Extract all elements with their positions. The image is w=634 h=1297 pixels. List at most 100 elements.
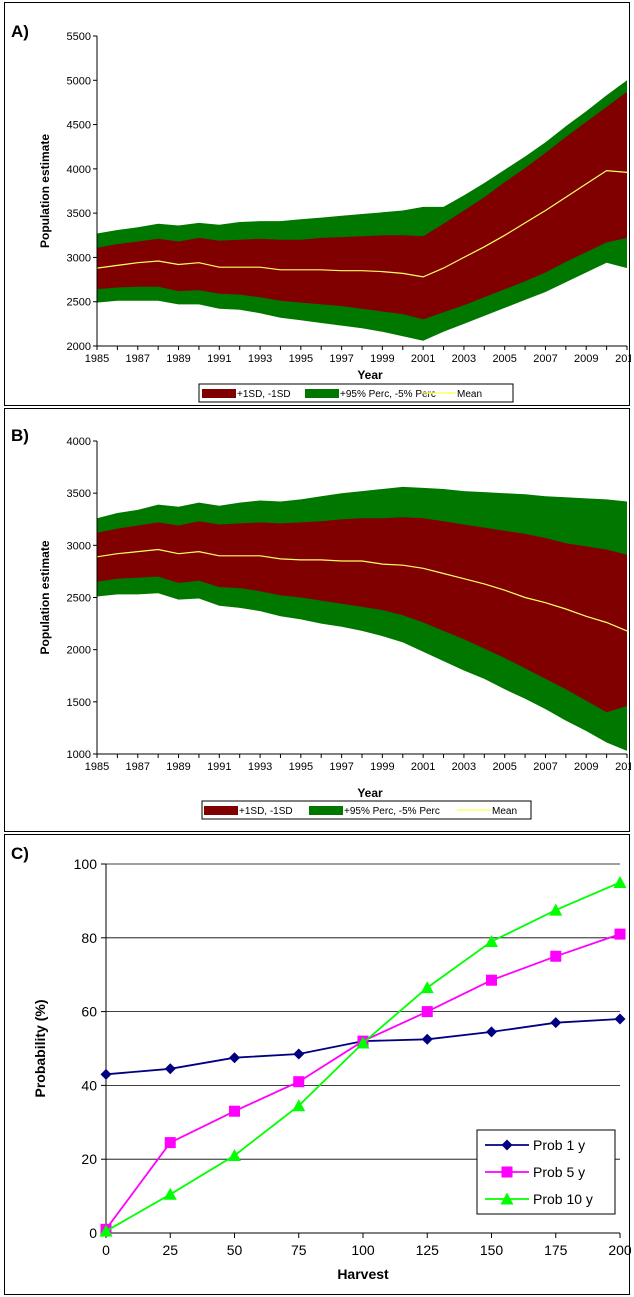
x-tick-label: 2003 <box>452 761 476 773</box>
x-tick-label: 1997 <box>329 761 353 773</box>
data-point <box>549 903 563 916</box>
x-tick-label: 2011 <box>615 353 631 365</box>
x-axis-title: Year <box>357 786 383 800</box>
x-tick-label: 1995 <box>289 761 313 773</box>
y-tick-label: 20 <box>81 1151 97 1167</box>
x-tick-label: 2007 <box>533 761 557 773</box>
x-tick-label: 1987 <box>126 761 150 773</box>
data-point <box>356 1036 370 1049</box>
x-tick-label: 1985 <box>85 761 109 773</box>
y-axis-title: Probability (%) <box>32 999 48 1097</box>
x-tick-label: 1995 <box>289 353 313 365</box>
data-point <box>550 950 562 962</box>
y-tick-label: 4500 <box>67 120 91 132</box>
data-point <box>293 1076 305 1088</box>
y-tick-label: 1000 <box>67 749 91 761</box>
x-tick-label: 1985 <box>85 353 109 365</box>
y-tick-label: 3000 <box>67 540 91 552</box>
x-tick-label: 2007 <box>533 353 557 365</box>
y-tick-label: 4000 <box>67 164 91 176</box>
y-tick-label: 4000 <box>67 436 91 448</box>
legend-marker <box>500 1192 514 1205</box>
x-axis-title: Year <box>357 368 383 382</box>
x-tick-label: 125 <box>416 1242 440 1258</box>
y-tick-label: 80 <box>81 930 97 946</box>
legend-swatch <box>305 389 339 398</box>
legend-label: Prob 10 y <box>533 1191 593 1207</box>
x-tick-label: 200 <box>608 1242 631 1258</box>
data-point <box>163 1187 177 1200</box>
y-tick-label: 1500 <box>67 697 91 709</box>
data-point <box>420 981 434 994</box>
y-axis-title: Population estimate <box>38 540 52 654</box>
legend-label: Mean <box>457 389 482 400</box>
y-tick-label: 40 <box>81 1077 97 1093</box>
data-point <box>613 875 627 888</box>
data-point <box>614 928 626 940</box>
y-tick-label: 2500 <box>67 297 91 309</box>
x-tick-label: 1993 <box>248 761 272 773</box>
x-tick-label: 175 <box>544 1242 568 1258</box>
x-tick-label: 2009 <box>574 353 598 365</box>
x-tick-label: 1991 <box>207 761 231 773</box>
legend-label: Mean <box>492 806 517 817</box>
x-tick-label: 2005 <box>492 353 516 365</box>
x-tick-label: 2001 <box>411 761 435 773</box>
panel-label: B) <box>11 426 29 445</box>
y-tick-label: 3000 <box>67 252 91 264</box>
mean-line <box>96 169 628 278</box>
data-point <box>486 974 497 986</box>
panel-c: C) 0 20 40 60 80 100 0 25 50 75 100 125 150 175 200 Harv… <box>4 834 631 1295</box>
panel-label: A) <box>11 22 29 41</box>
x-tick-label: 1993 <box>248 353 272 365</box>
data-point <box>164 1063 176 1075</box>
legend-label: Prob 1 y <box>533 1137 585 1153</box>
band-1sd <box>97 91 627 320</box>
y-tick-label: 2000 <box>67 645 91 657</box>
data-point <box>293 1048 305 1060</box>
x-tick-label: 50 <box>227 1242 243 1258</box>
y-tick-label: 5500 <box>67 31 91 43</box>
x-tick-label: 150 <box>480 1242 504 1258</box>
chart-a-svg: A) 2000 2500 3000 3500 4000 4500 5000 5500 1985 19… <box>11 22 631 403</box>
data-point <box>421 1006 433 1018</box>
x-tick-label: 1999 <box>370 353 394 365</box>
x-tick-label: 100 <box>351 1242 375 1258</box>
data-point <box>485 934 498 947</box>
legend-marker <box>501 1139 513 1151</box>
data-point <box>229 1105 240 1117</box>
x-tick-label: 2005 <box>492 761 516 773</box>
x-tick-label: 2001 <box>411 353 435 365</box>
y-tick-label: 2000 <box>67 341 91 353</box>
x-tick-label: 1987 <box>126 353 150 365</box>
legend-label: +1SD, -1SD <box>239 806 293 817</box>
chart-c-svg: C) 0 20 40 60 80 100 0 25 50 75 100 125 150 175 200 Harv… <box>11 844 631 1282</box>
y-tick-label: 3500 <box>67 488 91 500</box>
data-point <box>100 1068 112 1080</box>
legend-label: Prob 5 y <box>533 1164 585 1180</box>
x-tick-label: 2009 <box>574 761 598 773</box>
panel-a: A) 2000 2500 3000 3500 4000 4500 5000 5500 1985 19… <box>4 2 631 406</box>
legend-swatch <box>202 389 236 398</box>
data-point <box>486 1026 497 1038</box>
band-1sd <box>97 517 627 713</box>
panel-b: B) 1000 1500 2000 2500 3000 3500 4000 1985 1987 19… <box>4 408 631 832</box>
legend-marker <box>501 1166 513 1178</box>
y-tick-label: 5000 <box>67 75 91 87</box>
data-point <box>550 1017 562 1029</box>
y-tick-label: 2500 <box>67 593 91 605</box>
y-tick-label: 3500 <box>67 208 91 220</box>
legend-swatch <box>204 806 238 815</box>
chart-b-svg: B) 1000 1500 2000 2500 3000 3500 4000 1985 1987 19… <box>11 426 631 820</box>
x-tick-label: 1999 <box>370 761 394 773</box>
x-axis-title: Harvest <box>337 1266 389 1282</box>
y-tick-label: 60 <box>81 1004 97 1020</box>
data-point <box>421 1033 433 1045</box>
legend-box <box>198 383 514 403</box>
data-point <box>228 1149 241 1162</box>
data-point <box>614 1013 626 1025</box>
data-point <box>229 1052 240 1064</box>
x-tick-label: 1989 <box>166 761 190 773</box>
legend-label: +95% Perc, -5% Perc <box>344 806 440 817</box>
y-tick-label: 0 <box>89 1225 97 1241</box>
